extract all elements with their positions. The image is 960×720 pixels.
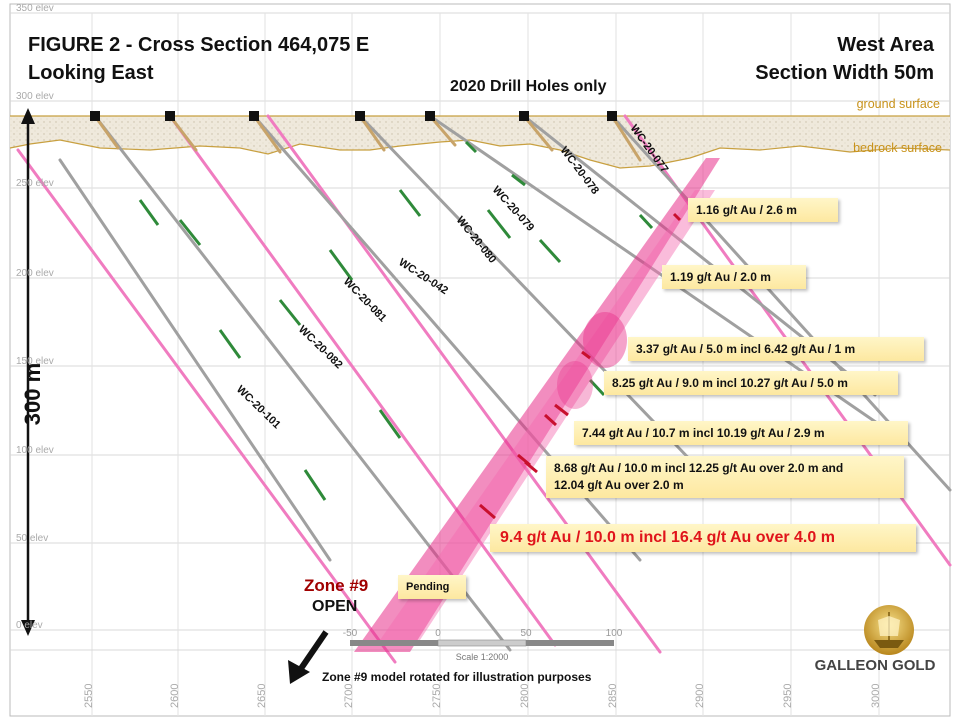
- bedrock-surface-line: [9, 139, 951, 169]
- scale-tick-label: -50: [343, 628, 358, 639]
- vertical-scale-label: 300 m: [20, 363, 45, 425]
- elevation-label: 0 elev: [16, 620, 43, 631]
- intercept-callout: 1.19 g/t Au / 2.0 m: [662, 265, 806, 289]
- figure-title: FIGURE 2 - Cross Section 464,075 E: [28, 34, 370, 56]
- easting-label: 2650: [256, 684, 268, 708]
- intercept-callout: 3.37 g/t Au / 5.0 m incl 6.42 g/t Au / 1…: [628, 337, 924, 361]
- highlight-intercept-callout: 9.4 g/t Au / 10.0 m incl 16.4 g/t Au ove…: [490, 524, 916, 552]
- mineralised-intervals: [479, 212, 682, 520]
- intercept-callout: 7.44 g/t Au / 10.7 m incl 10.19 g/t Au /…: [574, 421, 908, 445]
- easting-label: 2600: [169, 684, 181, 708]
- section-width: Section Width 50m: [755, 62, 934, 84]
- logo-text: GALLEON GOLD: [815, 657, 936, 674]
- drill-holes-note: 2020 Drill Holes only: [450, 78, 607, 95]
- elevation-label: 350 elev: [16, 3, 54, 14]
- scale-tick-label: 0: [435, 628, 441, 639]
- zone-note: Zone #9 model rotated for illustration p…: [322, 670, 592, 684]
- scale-tick-label: 100: [606, 628, 623, 639]
- area-title: West Area: [837, 34, 934, 56]
- easting-label: 2950: [782, 684, 794, 708]
- zone-direction-arrow: [288, 630, 329, 684]
- figure-subtitle: Looking East: [28, 62, 154, 84]
- elevation-label: 50 elev: [16, 533, 48, 544]
- bedrock-surface-label: bedrock surface: [853, 141, 942, 155]
- elevation-label: 300 elev: [16, 91, 54, 102]
- pending-callout: Pending: [398, 575, 466, 599]
- drill-hole-label: WC-20-079: [490, 184, 537, 234]
- elevation-label: 150 elev: [16, 356, 54, 367]
- figure-frame: [9, 3, 951, 717]
- drill-hole-label: WC-20-081: [341, 276, 389, 325]
- drill-hole-label: WC-20-101: [234, 384, 283, 432]
- vertical-scale-arrow: [21, 108, 35, 636]
- intercept-callout: 8.25 g/t Au / 9.0 m incl 10.27 g/t Au / …: [604, 371, 898, 395]
- scale-tick-label: 50: [520, 628, 532, 639]
- elevation-label: 200 elev: [16, 268, 54, 279]
- easting-label: 2900: [694, 684, 706, 708]
- easting-label: 2750: [431, 684, 443, 708]
- drill-hole-label: WC-20-080: [454, 214, 499, 265]
- zone-label: Zone #9: [304, 576, 369, 595]
- zone-status: OPEN: [312, 598, 358, 615]
- intercept-callout-multiline: 8.68 g/t Au / 10.0 m incl 12.25 g/t Au o…: [546, 456, 904, 498]
- scale-caption: Scale 1:2000: [456, 652, 509, 662]
- collar-markers: [90, 111, 617, 121]
- galleon-gold-logo: [864, 605, 914, 655]
- easting-labels: 2550 2600 2650 2700 2750 2800 2850 2900 2950 3000: [83, 684, 882, 708]
- scale-bar: [350, 639, 614, 647]
- easting-label: 2800: [519, 684, 531, 708]
- elevation-label: 250 elev: [16, 178, 54, 189]
- intercept-line: 8.68 g/t Au / 10.0 m incl 12.25 g/t Au o…: [554, 461, 844, 475]
- easting-label: 2550: [83, 684, 95, 708]
- elevation-labels: 350 elev 300 elev 250 elev 200 elev 150 elev…: [16, 3, 54, 631]
- intercept-callout: 1.16 g/t Au / 2.6 m: [688, 198, 838, 222]
- easting-label: 2850: [607, 684, 619, 708]
- alteration-segments: [138, 140, 654, 501]
- easting-label: 2700: [343, 684, 355, 708]
- zone-9-model: [354, 158, 720, 652]
- scale-bar-labels: -50 0 50 100: [343, 628, 623, 639]
- intercept-line: 12.04 g/t Au over 2.0 m: [554, 478, 684, 492]
- easting-label: 3000: [870, 684, 882, 708]
- ground-surface-label: ground surface: [857, 97, 940, 111]
- elevation-label: 100 elev: [16, 445, 54, 456]
